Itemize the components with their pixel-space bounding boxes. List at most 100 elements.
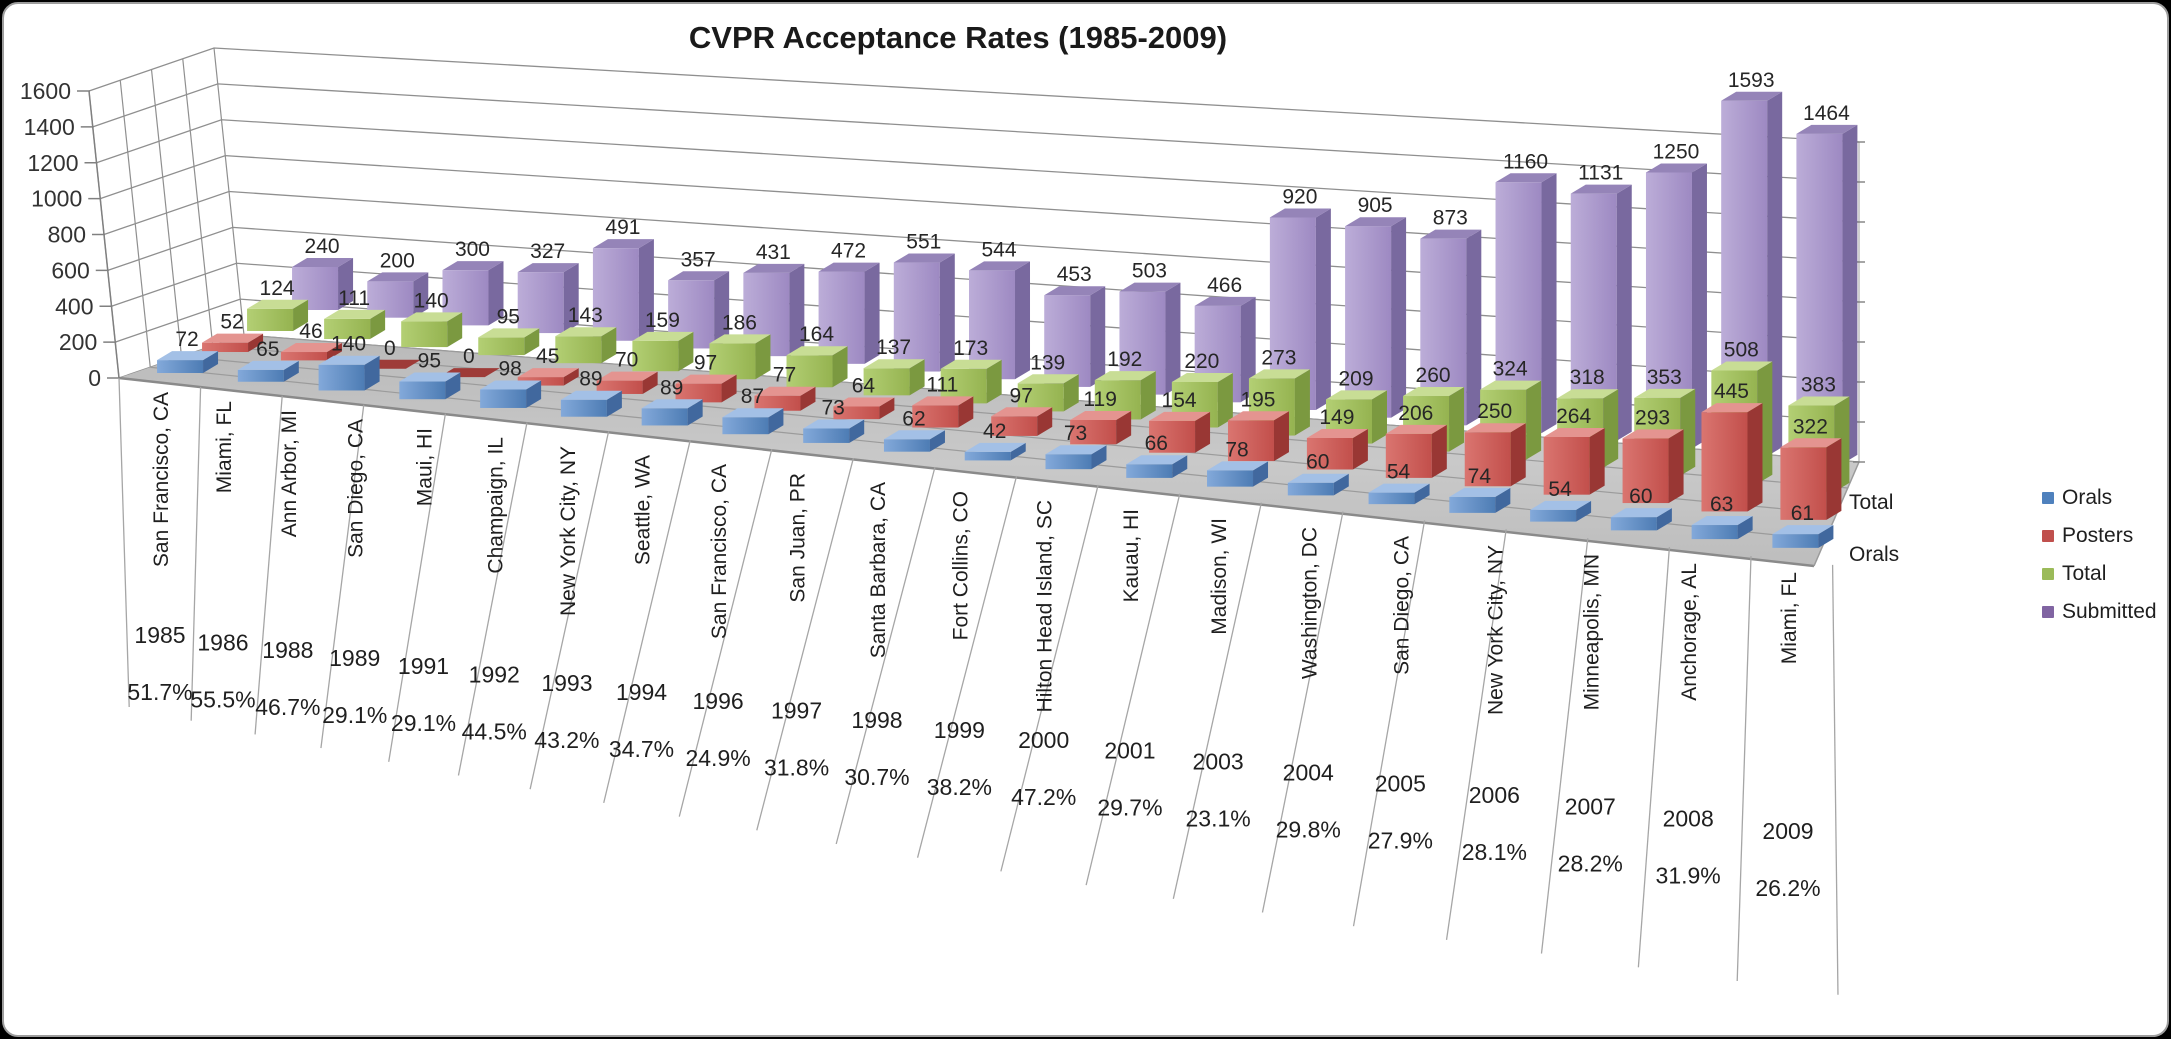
bar-side [1091, 445, 1107, 470]
category-city-label: Champaign, IL [484, 437, 507, 574]
category-year-label: 2005 [1375, 770, 1426, 796]
bar-value-label: 200 [380, 249, 415, 272]
bar-value-label: 61 [1791, 502, 1814, 525]
bar-side [370, 309, 386, 340]
bar-side [1616, 184, 1632, 441]
legend: Orals Posters Total Submitted [2042, 486, 2157, 639]
bar-front [401, 321, 448, 348]
category-city-label: San Francisco, CA [708, 464, 731, 639]
bar-side [768, 408, 784, 435]
category-rate-label: 29.1% [322, 702, 387, 728]
bar-front [803, 428, 850, 443]
bar-front [709, 343, 756, 380]
bar-side [638, 239, 654, 341]
bar-top [247, 299, 309, 309]
bar-side [1010, 442, 1026, 461]
category-city-label: Madison, WI [1208, 518, 1231, 635]
bar-top [1480, 380, 1542, 390]
category-rate-label: 38.2% [927, 774, 992, 800]
bar-side [789, 263, 805, 357]
bar-top [1796, 124, 1858, 134]
bar-value-label: 260 [1416, 364, 1451, 387]
bar-top [517, 368, 579, 378]
bar-top [1645, 163, 1707, 173]
bar-side [1116, 410, 1132, 445]
bars-posters [202, 333, 1842, 520]
bar-value-label: 1250 [1653, 140, 1700, 163]
legend-label-orals: Orals [2062, 486, 2113, 509]
bar-side [1195, 411, 1211, 453]
bar-top [833, 397, 895, 407]
category-city-label: Miami, FL [213, 401, 236, 493]
bar-front [1610, 517, 1657, 531]
category-city-label: Anchorage, AL [1678, 563, 1701, 701]
category-city-label: Hilton Head Island, SC [1034, 500, 1057, 712]
bar-side [1495, 487, 1511, 513]
category-rate-label: 43.2% [534, 727, 599, 753]
bar-front [964, 451, 1011, 461]
bar-value-label: 54 [1548, 478, 1572, 501]
bar-top [592, 239, 654, 249]
bar-value-label: 0 [384, 337, 396, 360]
category-year-label: 1998 [851, 707, 902, 733]
bar-top [912, 396, 974, 406]
bar-value-label: 453 [1057, 263, 1092, 286]
bar-top [157, 351, 219, 361]
bar-side [1140, 371, 1156, 420]
bar-value-label: 72 [175, 328, 198, 351]
bar-top [1420, 229, 1482, 239]
bar-top [1701, 403, 1763, 413]
category-rate-label: 27.9% [1368, 827, 1433, 853]
category-rate-label: 29.1% [391, 710, 456, 736]
bar-top [1464, 423, 1526, 433]
bar-front [641, 408, 688, 426]
bar-top [1721, 91, 1783, 101]
bar-front [883, 439, 930, 452]
bar-value-label: 209 [1338, 367, 1373, 390]
bar-side [1273, 411, 1289, 462]
bar-value-label: 192 [1107, 348, 1142, 371]
bar-top [1570, 184, 1632, 194]
bar-front [596, 380, 643, 394]
bar-value-label: 97 [694, 352, 717, 375]
bar-side [524, 328, 540, 356]
bar-top [517, 263, 579, 273]
bar-side [1603, 389, 1619, 468]
bar-side [1333, 473, 1349, 496]
category-rate-label: 51.7% [127, 679, 192, 705]
y-axis-tick-label: 1200 [27, 150, 78, 176]
bar-top [560, 390, 622, 400]
bar-value-labels: 240 200 300 327 491 357 431 472 551 544 453 503 466 9… [175, 69, 1850, 525]
bar-value-label: 159 [645, 309, 680, 332]
bar-top [754, 386, 816, 396]
bar-top [803, 419, 865, 429]
bar-front [675, 383, 722, 403]
legend-label-total: Total [2062, 562, 2107, 585]
bar-side [1842, 124, 1858, 464]
bar-value-label: 1593 [1728, 69, 1775, 92]
bar-top [401, 312, 463, 322]
bar-top [964, 442, 1026, 452]
bar-side [1015, 261, 1031, 380]
bar-value-label: 195 [1240, 388, 1275, 411]
bar-value-label: 1160 [1503, 150, 1548, 173]
bar-front [912, 405, 959, 428]
bar-value-label: 1464 [1803, 102, 1850, 125]
orals-color-chip [2042, 492, 2054, 504]
bar-side [986, 359, 1002, 404]
category-rate-label: 47.2% [1011, 784, 1076, 810]
bar-front [1227, 420, 1274, 462]
category-rate-label: 28.1% [1462, 839, 1527, 865]
bar-value-label: 1131 [1578, 162, 1623, 185]
category-year-label: 1993 [541, 670, 592, 696]
bar-top [1557, 389, 1619, 399]
bar-side [755, 334, 771, 380]
category-rate-label: 30.7% [844, 764, 909, 790]
bar-side [606, 390, 622, 417]
bar-front [1530, 509, 1577, 522]
bar-value-label: 206 [1398, 402, 1433, 425]
bar-top [1788, 396, 1850, 406]
bar-top [786, 346, 848, 356]
bar-value-label: 89 [579, 368, 602, 391]
